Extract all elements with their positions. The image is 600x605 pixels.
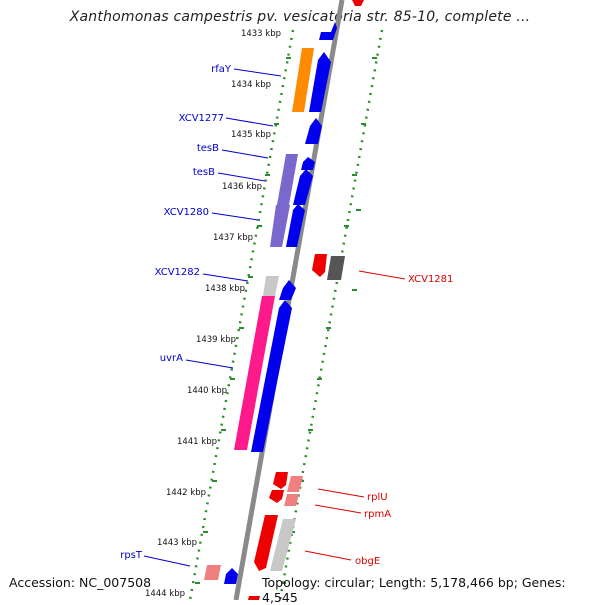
gene-label[interactable]: obgE — [355, 556, 380, 567]
gene-arrow-top-blue[interactable] — [319, 22, 337, 40]
tick-label: 1434 kbp — [231, 80, 271, 90]
gene-rpsT-pink[interactable] — [204, 565, 221, 580]
gene-label[interactable]: tesB — [193, 167, 215, 178]
tick-label: 1443 kbp — [157, 538, 197, 548]
gene-label[interactable]: XCV1277 — [179, 113, 224, 124]
gene-label[interactable]: rfaY — [211, 64, 232, 75]
gene-rfaY[interactable] — [292, 48, 314, 112]
gene-XCV1282-grey[interactable] — [263, 276, 279, 296]
tick-label: 1439 kbp — [196, 335, 236, 345]
gene-XCV1277[interactable] — [305, 118, 322, 144]
accession-text: Accession: NC_007508 — [9, 575, 152, 590]
gene-tesB-blue-1[interactable] — [301, 157, 315, 170]
tick-label: 1438 kbp — [205, 284, 245, 294]
forward-gene-labels: rfaY XCV1277 tesB tesB XCV1280 XCV1282 u… — [120, 64, 282, 567]
gene-rplU-salmon[interactable] — [287, 476, 303, 492]
map-title: Xanthomonas campestris pv. vesicatoria s… — [69, 9, 531, 25]
gene-label[interactable]: rpmA — [364, 509, 391, 520]
gene-rpmA-salmon[interactable] — [284, 494, 299, 506]
gene-XCV1281-red[interactable] — [312, 254, 327, 277]
gene-uvrA-pink[interactable] — [234, 296, 275, 450]
gene-obgE-red[interactable] — [254, 515, 278, 571]
tick-label: 1435 kbp — [231, 130, 271, 140]
tick-label: 1437 kbp — [213, 233, 253, 243]
gene-rfaY-blue[interactable] — [309, 52, 331, 112]
gene-uvrA-blue[interactable] — [251, 300, 292, 452]
reverse-genes — [248, 0, 364, 600]
gene-obgE-grey[interactable] — [270, 519, 296, 571]
gene-label[interactable]: XCV1280 — [164, 207, 209, 218]
gene-label[interactable]: rpsT — [120, 550, 143, 561]
kbp-tick-labels: 1433 kbp 1434 kbp 1435 kbp 1436 kbp 1437… — [145, 29, 281, 599]
forward-genes — [204, 22, 337, 584]
gene-XCV1280-blue[interactable] — [286, 204, 305, 247]
gene-top-red[interactable] — [352, 0, 364, 6]
gene-rplU-red-2[interactable] — [269, 490, 284, 503]
tick-label: 1442 kbp — [166, 488, 206, 498]
gene-label[interactable]: XCV1282 — [155, 267, 200, 278]
topology-text: Topology: circular; Length: 5,178,466 bp… — [262, 575, 566, 605]
gene-label[interactable]: tesB — [197, 143, 219, 154]
gene-tesB-blue-2[interactable] — [293, 169, 313, 205]
gene-rpsT-blue[interactable] — [224, 568, 238, 584]
reverse-gene-labels: XCV1281 rplU rpmA obgE — [304, 270, 453, 567]
gene-XCV1282-blue[interactable] — [279, 280, 296, 300]
gene-tesB-purple[interactable] — [277, 154, 298, 205]
tick-label: 1444 kbp — [145, 589, 185, 599]
tick-label: 1433 kbp — [241, 29, 281, 39]
tick-label: 1440 kbp — [187, 386, 227, 396]
gene-label[interactable]: rplU — [367, 492, 388, 503]
tick-label: 1441 kbp — [177, 437, 217, 447]
gene-XCV1281-grey[interactable] — [327, 256, 345, 280]
gene-rplU-red-1[interactable] — [273, 472, 288, 489]
gene-label[interactable]: XCV1281 — [408, 274, 453, 285]
gene-XCV1280-purple[interactable] — [270, 205, 290, 247]
tick-label: 1436 kbp — [222, 182, 262, 192]
gene-bottom-red[interactable] — [248, 596, 260, 600]
gene-label[interactable]: uvrA — [160, 353, 183, 364]
